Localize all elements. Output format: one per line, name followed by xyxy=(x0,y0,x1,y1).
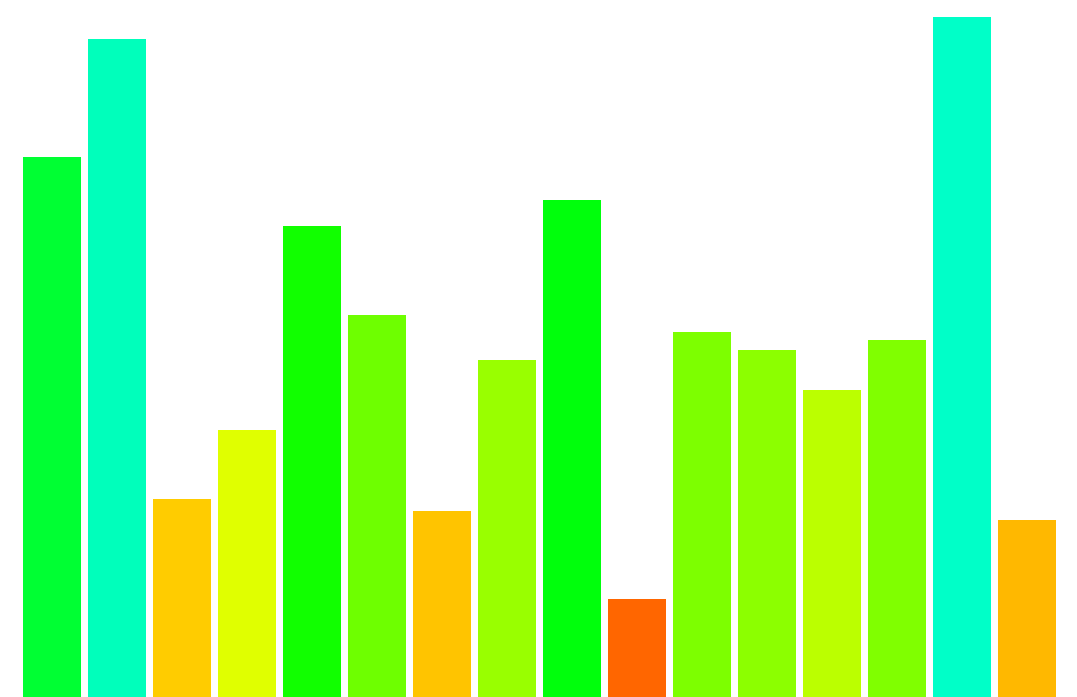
bar-3 xyxy=(153,499,211,697)
bar-6 xyxy=(348,315,406,697)
bar-9 xyxy=(543,200,601,697)
bar-7 xyxy=(413,511,471,697)
bar-10 xyxy=(608,599,666,697)
bar-5 xyxy=(283,226,341,697)
bar-8 xyxy=(478,360,536,697)
bar-16 xyxy=(998,520,1056,697)
bar-2 xyxy=(88,39,146,697)
bar-15 xyxy=(933,17,991,697)
bar-4 xyxy=(218,430,276,697)
bar-13 xyxy=(803,390,861,697)
bars-layer xyxy=(23,17,1056,697)
bar-12 xyxy=(738,350,796,697)
bar-14 xyxy=(868,340,926,697)
bar-11 xyxy=(673,332,731,697)
bar-1 xyxy=(23,157,81,697)
